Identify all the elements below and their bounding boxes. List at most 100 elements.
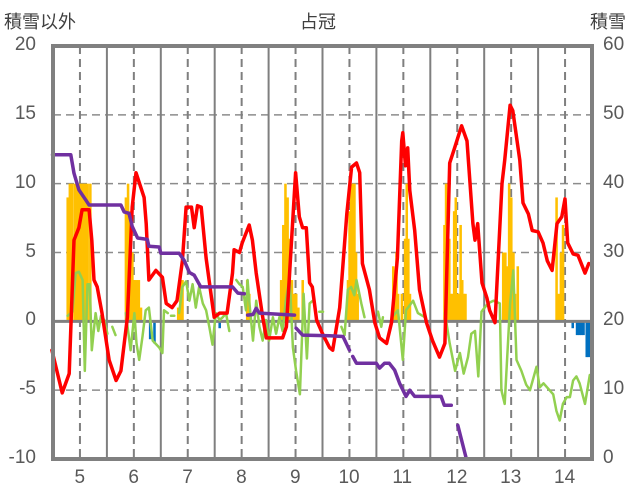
orange-bars-bar [75, 183, 79, 322]
orange-bars-bar [449, 293, 453, 322]
x-tick-label: 5 [74, 467, 86, 488]
left-tick-label: 5 [25, 240, 36, 262]
right-tick-label: 60 [603, 34, 625, 55]
orange-bars-bar [297, 307, 300, 322]
blue-bars-bar [580, 321, 583, 336]
orange-bars-bar [131, 252, 134, 322]
orange-bars-bar [464, 293, 467, 322]
orange-bars-bar [356, 293, 359, 322]
x-tick-label: 12 [446, 467, 468, 488]
orange-bars-bar [292, 293, 296, 322]
blue-bars-bar [587, 321, 591, 358]
orange-bars-bar [462, 293, 466, 322]
orange-bars-bar [557, 293, 561, 322]
orange-bars-bar [501, 252, 505, 322]
orange-bars-bar [451, 293, 454, 322]
orange-bars-bar [353, 183, 356, 322]
orange-bars-bar [456, 293, 459, 322]
right-tick-label: 40 [603, 171, 625, 193]
left-axis-title: 積雪以外 [4, 12, 76, 33]
orange-bars-bar [460, 280, 464, 322]
orange-bars-bar [139, 307, 143, 322]
orange-bars-bar [400, 293, 404, 322]
orange-bars-bar [82, 183, 85, 322]
left-tick-label: 15 [14, 102, 36, 124]
x-tick-label: 14 [554, 467, 576, 488]
orange-bars-bar [561, 224, 565, 322]
red-line [50, 103, 591, 395]
orange-bars-bar [405, 183, 409, 322]
orange-bars-bar [403, 238, 407, 322]
chart-title: 占冠 [300, 12, 336, 33]
orange-bars-bar [555, 197, 558, 322]
orange-bars-bar [452, 211, 456, 322]
green-line [66, 269, 592, 422]
orange-bars-bar [459, 224, 462, 322]
orange-bars-bar [504, 252, 507, 322]
orange-bars-bar [284, 183, 287, 322]
left-tick-label: -10 [8, 447, 36, 468]
blue-bars-bar [585, 321, 589, 358]
x-tick-label: 11 [392, 467, 413, 488]
orange-bars-bar [408, 293, 412, 322]
right-tick-label: 0 [603, 447, 614, 468]
x-tick-label: 6 [128, 467, 139, 488]
orange-bars-bar [559, 252, 563, 322]
x-tick-label: 8 [236, 467, 247, 488]
x-tick-label: 9 [290, 467, 301, 488]
blue-bars-bar [582, 321, 585, 336]
right-tick-label: 10 [603, 378, 625, 400]
right-tick-label: 30 [603, 240, 625, 262]
orange-bars-bar [89, 183, 92, 322]
orange-bars-bar [294, 293, 298, 322]
orange-bars-bar [133, 280, 136, 322]
orange-bars-bar [510, 197, 513, 322]
orange-bars-bar [351, 183, 355, 322]
orange-bars-bar [454, 197, 458, 322]
blue-bars-bar [148, 321, 152, 340]
orange-bars-bar [77, 183, 81, 322]
orange-bars-bar [79, 183, 83, 322]
orange-bars-bar [407, 238, 410, 322]
left-tick-label: 10 [14, 171, 36, 193]
orange-bars-bar [505, 266, 509, 322]
blue-bars-bar [575, 321, 579, 336]
left-tick-label: -5 [19, 378, 36, 400]
right-axis-title: 積雪 [590, 12, 626, 33]
blue-bars-bar [571, 321, 575, 329]
right-tick-label: 20 [603, 309, 625, 331]
orange-bars-bar [349, 183, 353, 322]
orange-bars-bar [507, 183, 511, 322]
orange-bars-bar [279, 280, 283, 322]
left-tick-label: 20 [14, 34, 36, 55]
x-tick-label: 7 [182, 467, 193, 488]
blue-bars-bar [218, 321, 221, 329]
orange-bars-bar [176, 307, 180, 322]
right-tick-label: 50 [603, 102, 625, 124]
left-tick-label: 0 [25, 309, 36, 331]
orange-bars-bar [124, 197, 128, 322]
orange-bars-bar [396, 293, 400, 322]
orange-bars-bar [68, 183, 72, 322]
orange-bars-bar [443, 224, 446, 322]
orange-bars-bar [516, 266, 520, 322]
blue-bars-bar [577, 321, 581, 336]
orange-bars-bar [393, 293, 397, 322]
x-tick-label: 10 [338, 467, 360, 488]
orange-bars-bar [282, 224, 285, 322]
orange-bars-bar [84, 183, 87, 322]
x-tick-label: 13 [500, 467, 522, 488]
blue-bars-bar [153, 321, 156, 344]
orange-bars-bar [86, 183, 89, 322]
orange-bars-bar [135, 280, 138, 322]
orange-bars-bar [348, 211, 351, 322]
orange-bars-bar [457, 293, 461, 322]
plot-frame [51, 44, 594, 461]
orange-bars-bar [286, 197, 289, 322]
orange-bars-bar [137, 280, 141, 322]
orange-bars-bar [66, 197, 69, 322]
orange-bars-bar [181, 280, 184, 322]
orange-bars-bar [448, 238, 451, 322]
orange-bars-bar [126, 183, 130, 322]
